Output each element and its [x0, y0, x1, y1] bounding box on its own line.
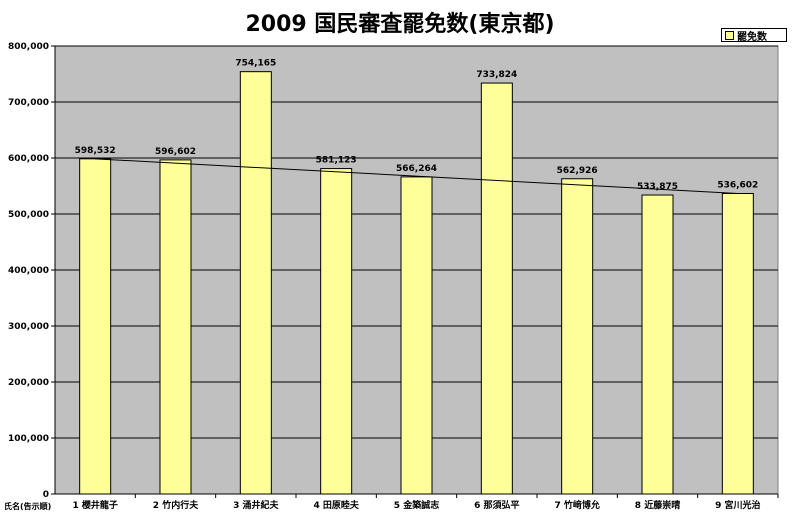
bar — [159, 159, 192, 495]
x-tick-label: 8 近藤崇晴 — [635, 499, 680, 511]
bar — [721, 193, 754, 495]
x-tick-label: 5 金築誠志 — [394, 499, 439, 511]
x-tick-label: 1 櫻井龍子 — [72, 499, 117, 511]
y-tick-label: 700,000 — [8, 98, 49, 108]
y-axis: 0 100,000 200,000 300,000 400,000 500,000 600,… — [8, 42, 56, 500]
chart-title: 2009 国民審査罷免数(東京都) — [245, 12, 555, 37]
data-label: 754,165 — [235, 59, 276, 69]
x-axis-title: 氏名(告示順) — [4, 501, 51, 511]
bar — [641, 194, 674, 495]
bars — [79, 71, 754, 495]
trendline — [95, 158, 738, 195]
data-labels: 598,532 596,602 754,165 581,123 566,264 733,8… — [75, 59, 759, 192]
bar — [79, 158, 112, 495]
x-tick-label: 2 竹内行夫 — [153, 499, 199, 511]
legend-swatch — [725, 30, 734, 40]
data-label: 533,875 — [637, 182, 678, 192]
y-tick-label: 600,000 — [8, 154, 49, 164]
bar — [480, 82, 513, 495]
y-tick-label: 400,000 — [8, 266, 49, 276]
legend-label: 罷免数 — [737, 31, 767, 43]
data-label: 562,926 — [557, 166, 598, 176]
x-tick-label: 7 竹﨑博允 — [554, 499, 599, 511]
y-tick-label: 0 — [43, 490, 49, 500]
bar — [320, 168, 353, 495]
data-label: 566,264 — [396, 164, 437, 174]
y-tick-label: 500,000 — [8, 210, 49, 220]
data-label: 733,824 — [476, 70, 517, 80]
y-tick-label: 100,000 — [8, 434, 49, 444]
y-tick-label: 200,000 — [8, 378, 49, 388]
data-label: 598,532 — [75, 146, 116, 156]
x-axis: 1 櫻井龍子 2 竹内行夫 3 涌井紀夫 4 田原睦夫 5 金築誠志 6 那須弘平 7 竹﨑… — [55, 493, 779, 511]
x-tick-label: 4 田原睦夫 — [313, 499, 359, 511]
bar — [239, 71, 272, 495]
y-tick-label: 300,000 — [8, 322, 49, 332]
x-tick-label: 6 那須弘平 — [474, 499, 519, 511]
data-label: 596,602 — [155, 147, 196, 157]
data-label: 536,602 — [717, 181, 758, 191]
data-label: 581,123 — [316, 156, 357, 166]
x-tick-label: 3 涌井紀夫 — [233, 499, 279, 511]
bar — [400, 176, 433, 495]
y-tick-label: 800,000 — [8, 42, 49, 52]
bar — [561, 178, 594, 495]
x-tick-label: 9 宮川光治 — [715, 499, 760, 511]
legend: 罷免数 — [721, 28, 787, 43]
